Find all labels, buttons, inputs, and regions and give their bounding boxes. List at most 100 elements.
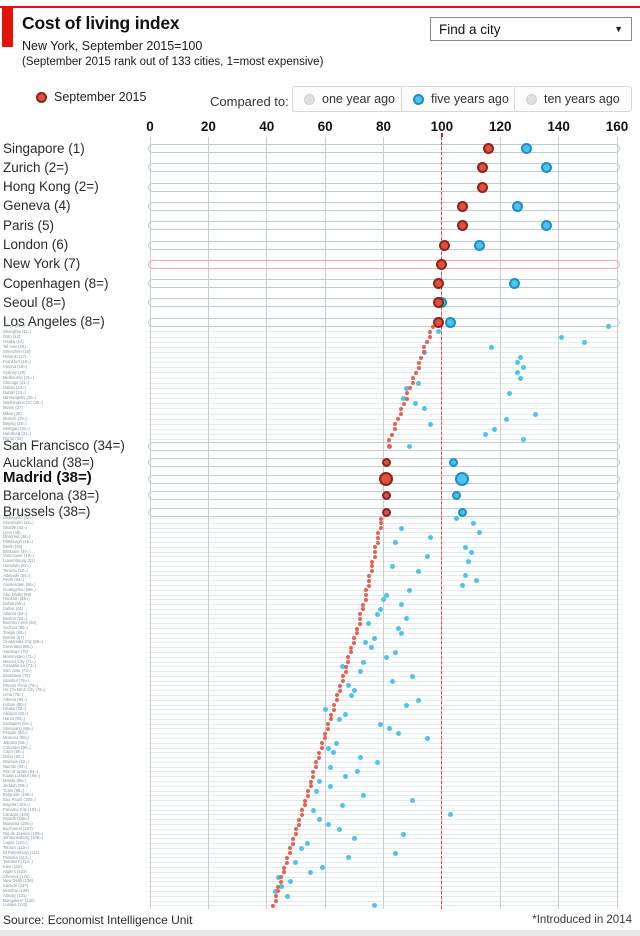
five-years-ago-dot[interactable] (313, 788, 319, 794)
five-years-ago-dot[interactable] (319, 865, 325, 871)
september-2015-dot[interactable] (381, 491, 391, 501)
september-2015-dot[interactable] (296, 822, 301, 827)
five-years-ago-dot[interactable] (345, 855, 351, 861)
five-years-ago-dot[interactable] (407, 587, 413, 593)
five-years-ago-dot[interactable] (316, 779, 322, 784)
five-years-ago-dot[interactable] (360, 793, 366, 799)
september-2015-dot[interactable] (317, 750, 322, 755)
five-years-ago-dot[interactable] (275, 874, 281, 880)
five-years-ago-dot[interactable] (474, 578, 480, 584)
five-years-ago-dot[interactable] (389, 678, 395, 684)
five-years-ago-dot[interactable] (521, 437, 527, 443)
september-2015-dot[interactable] (422, 350, 427, 355)
september-2015-dot[interactable] (340, 674, 345, 679)
september-2015-dot[interactable] (358, 612, 363, 617)
five-years-ago-dot[interactable] (451, 491, 461, 501)
september-2015-dot[interactable] (293, 832, 298, 837)
september-2015-dot[interactable] (279, 879, 284, 884)
five-years-ago-dot[interactable] (375, 759, 381, 765)
september-2015-dot[interactable] (343, 669, 348, 674)
five-years-ago-dot[interactable] (541, 162, 553, 174)
five-years-ago-dot[interactable] (375, 611, 381, 617)
september-2015-dot[interactable] (422, 345, 427, 350)
five-years-ago-dot[interactable] (386, 726, 392, 732)
five-years-ago-dot[interactable] (424, 554, 430, 560)
five-years-ago-dot[interactable] (471, 520, 477, 526)
september-2015-dot[interactable] (433, 278, 445, 290)
five-years-ago-dot[interactable] (541, 220, 553, 232)
five-years-ago-dot[interactable] (316, 817, 322, 823)
september-2015-dot[interactable] (279, 875, 284, 880)
five-years-ago-dot[interactable] (605, 324, 611, 330)
september-2015-dot[interactable] (413, 370, 418, 375)
september-2015-dot[interactable] (456, 220, 468, 232)
five-years-ago-dot[interactable] (462, 544, 468, 550)
september-2015-dot[interactable] (431, 324, 436, 329)
five-years-ago-dot[interactable] (395, 626, 401, 632)
september-2015-dot[interactable] (375, 535, 380, 540)
five-years-ago-dot[interactable] (416, 568, 422, 574)
five-years-ago-dot[interactable] (381, 597, 386, 603)
september-2015-dot[interactable] (439, 239, 451, 251)
september-2015-dot[interactable] (323, 736, 328, 741)
five-years-ago-dot[interactable] (416, 380, 422, 386)
five-years-ago-dot[interactable] (521, 365, 527, 371)
september-2015-dot[interactable] (393, 422, 398, 427)
september-2015-dot[interactable] (399, 412, 403, 416)
five-years-ago-dot[interactable] (278, 884, 284, 890)
five-years-ago-dot[interactable] (351, 836, 357, 842)
five-years-ago-dot[interactable] (512, 200, 524, 212)
five-years-ago-dot[interactable] (389, 563, 395, 569)
september-2015-dot[interactable] (326, 722, 331, 727)
september-2015-dot[interactable] (366, 578, 371, 583)
september-2015-dot[interactable] (456, 200, 468, 212)
september-2015-dot[interactable] (416, 365, 421, 370)
september-2015-dot[interactable] (276, 889, 281, 894)
five-years-ago-dot[interactable] (474, 239, 486, 251)
five-years-ago-dot[interactable] (372, 635, 378, 641)
five-years-ago-dot[interactable] (328, 783, 334, 789)
five-years-ago-dot[interactable] (427, 421, 433, 427)
five-years-ago-dot[interactable] (404, 616, 410, 622)
september-2015-dot[interactable] (410, 381, 415, 386)
five-years-ago-dot[interactable] (582, 339, 588, 345)
september-2015-dot[interactable] (288, 851, 293, 856)
september-2015-dot[interactable] (334, 698, 339, 703)
september-2015-dot[interactable] (328, 717, 333, 722)
five-years-ago-dot[interactable] (305, 841, 311, 847)
five-years-ago-dot[interactable] (378, 606, 384, 612)
five-years-ago-dot[interactable] (360, 659, 366, 665)
september-2015-dot[interactable] (314, 765, 319, 770)
five-years-ago-dot[interactable] (357, 669, 363, 675)
five-years-ago-dot[interactable] (515, 370, 521, 376)
five-years-ago-dot[interactable] (445, 316, 457, 328)
september-2015-dot[interactable] (337, 688, 342, 693)
five-years-ago-dot[interactable] (372, 903, 378, 909)
five-years-ago-dot[interactable] (410, 673, 416, 679)
five-years-ago-dot[interactable] (392, 649, 398, 655)
september-2015-dot[interactable] (282, 870, 287, 875)
five-years-ago-dot[interactable] (509, 278, 521, 290)
september-2015-dot[interactable] (311, 774, 316, 779)
september-2015-dot[interactable] (399, 406, 403, 411)
september-2015-dot[interactable] (378, 516, 383, 521)
september-2015-dot[interactable] (343, 664, 348, 669)
five-years-ago-dot[interactable] (369, 645, 375, 651)
five-years-ago-dot[interactable] (331, 750, 337, 756)
five-years-ago-dot[interactable] (448, 812, 454, 818)
five-years-ago-dot[interactable] (518, 375, 524, 381)
september-2015-dot[interactable] (363, 597, 368, 602)
september-2015-dot[interactable] (299, 808, 304, 813)
september-2015-dot[interactable] (378, 521, 383, 526)
september-2015-dot[interactable] (366, 583, 371, 588)
september-2015-dot[interactable] (346, 655, 351, 660)
five-years-ago-dot[interactable] (491, 426, 497, 432)
five-years-ago-dot[interactable] (337, 826, 343, 832)
september-2015-dot[interactable] (331, 707, 336, 712)
five-years-ago-dot[interactable] (383, 592, 389, 598)
five-years-ago-dot[interactable] (449, 458, 459, 468)
five-years-ago-dot[interactable] (462, 573, 468, 579)
september-2015-dot[interactable] (416, 360, 421, 365)
september-2015-dot[interactable] (433, 297, 445, 309)
five-years-ago-dot[interactable] (455, 472, 470, 487)
